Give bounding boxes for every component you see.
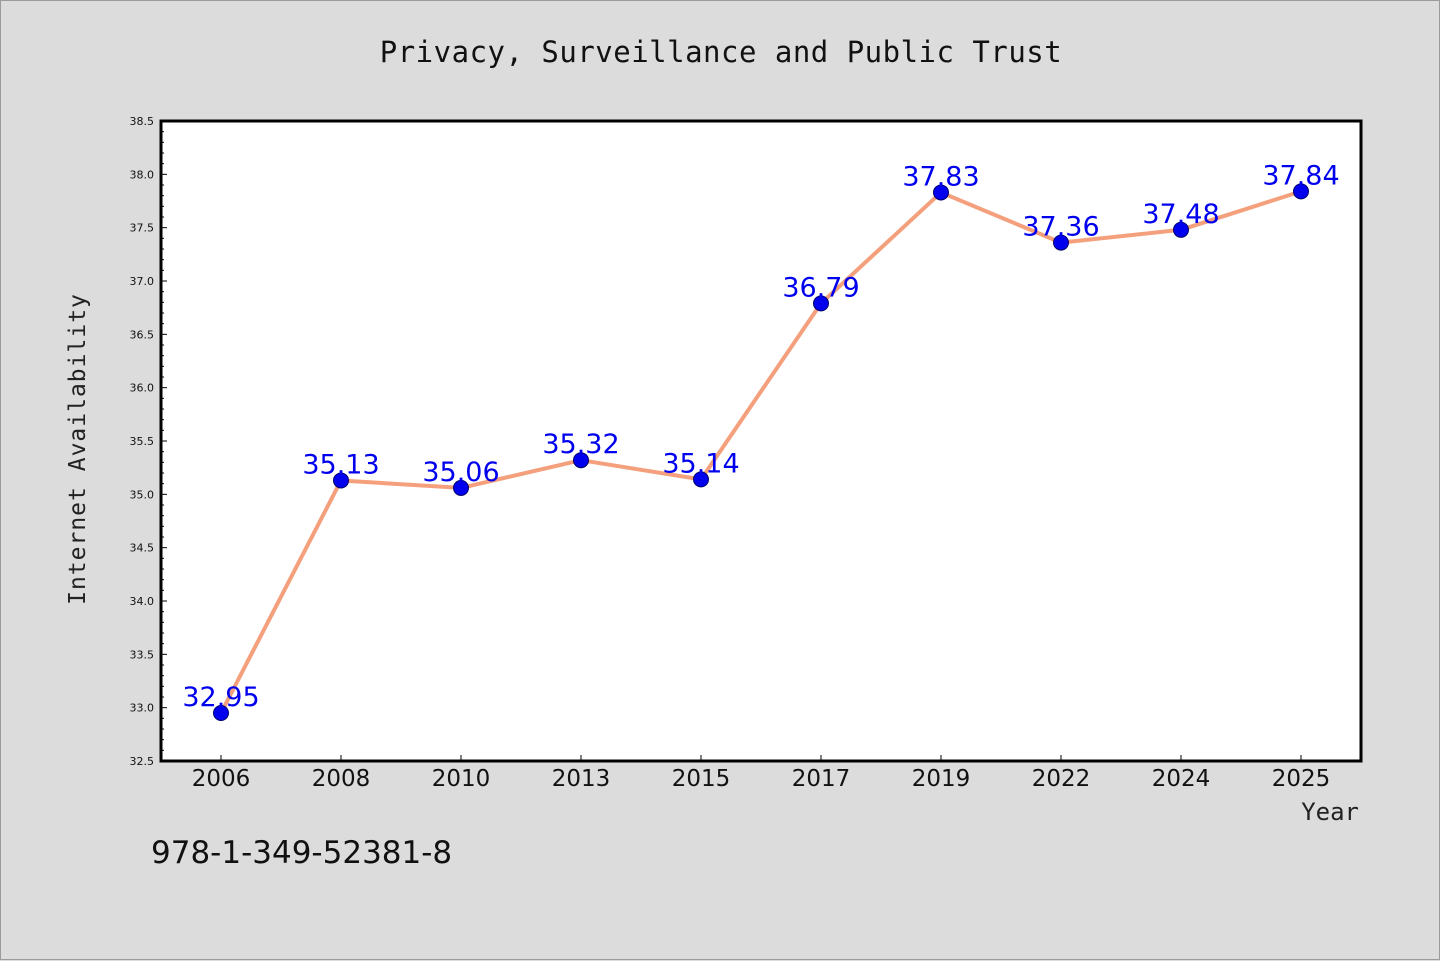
data-label: 37.48: [1142, 199, 1219, 230]
y-tick-label: 32.5: [130, 755, 155, 768]
data-point: [333, 472, 349, 489]
y-tick-label: 33.0: [130, 702, 155, 715]
y-tick-label: 37.5: [130, 222, 155, 235]
data-point: [573, 452, 589, 469]
data-label: 37.36: [1022, 212, 1099, 243]
y-tick-label: 36.0: [130, 382, 155, 395]
x-tick-label: 2019: [912, 766, 971, 792]
x-tick-label: 2022: [1032, 766, 1091, 792]
plot-border: [159, 119, 1363, 763]
y-tick-label: 34.5: [130, 542, 155, 555]
series-line: [219, 189, 1302, 714]
data-label: 36.79: [782, 272, 859, 303]
y-tick-label: 34.0: [130, 595, 155, 608]
data-point: [1053, 234, 1069, 251]
isbn-text: 978-1-349-52381-8: [151, 835, 453, 871]
data-label: 35.14: [662, 448, 739, 479]
data-label: 32.95: [182, 682, 259, 713]
x-tick-label: 2010: [432, 766, 491, 792]
data-label: 37.83: [902, 161, 979, 192]
data-point: [213, 705, 229, 721]
y-tick-label: 38.0: [130, 168, 155, 181]
data-point: [453, 479, 469, 496]
data-point: [1293, 183, 1309, 200]
data-point: [1173, 221, 1189, 238]
x-tick-label: 2025: [1272, 766, 1331, 792]
data-label: 35.32: [542, 429, 619, 460]
data-point: [813, 295, 829, 312]
chart-title: Privacy, Surveillance and Public Trust: [379, 35, 1063, 69]
x-tick-label: 2013: [552, 766, 611, 792]
x-tick-label: 2024: [1152, 766, 1211, 792]
data-point: [693, 471, 709, 488]
data-label: 35.13: [302, 449, 379, 480]
data-label: 35.06: [422, 457, 499, 488]
x-tick-label: 2008: [312, 766, 371, 792]
plot-area: [161, 121, 1361, 761]
x-tick-label: 2015: [672, 766, 731, 792]
data-point: [933, 184, 949, 201]
y-tick-label: 36.5: [130, 328, 155, 341]
y-tick-label: 35.0: [130, 488, 155, 501]
x-axis-title: Year: [1301, 798, 1359, 826]
y-tick-label: 33.5: [130, 648, 155, 661]
y-tick-label: 35.5: [130, 435, 155, 448]
data-label: 37.84: [1262, 160, 1339, 191]
y-tick-label: 38.5: [130, 115, 155, 128]
y-tick-label: 37.0: [130, 275, 155, 288]
x-tick-label: 2006: [192, 766, 251, 792]
x-tick-label: 2017: [792, 766, 851, 792]
